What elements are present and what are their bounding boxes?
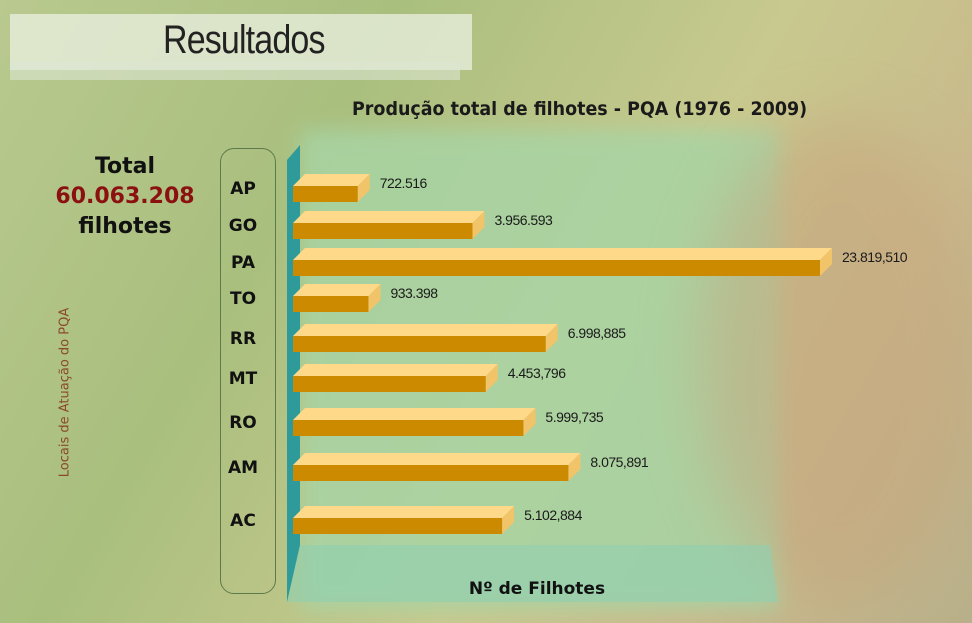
bar-top-TO — [293, 284, 381, 296]
value-label-AP: 722.516 — [380, 175, 428, 191]
value-label-GO: 3.956.593 — [494, 212, 552, 228]
value-label-RR: 6.998,885 — [568, 325, 626, 341]
x-axis-label: Nº de Filhotes — [469, 579, 605, 599]
value-label-PA: 23.819,510 — [842, 249, 908, 265]
bar-AM — [293, 465, 569, 481]
total-value: 60.063.208 — [55, 184, 195, 209]
bar-side-MT — [485, 364, 498, 392]
category-label-AC: AC — [230, 511, 256, 531]
title-banner-strip — [10, 62, 460, 80]
bar-MT — [293, 376, 486, 392]
bar-top-MT — [293, 364, 498, 376]
value-label-TO: 933.398 — [390, 285, 438, 301]
total-unit: filhotes — [78, 214, 172, 239]
category-label-PA: PA — [231, 253, 256, 273]
bar-RO — [293, 420, 524, 436]
bar-side-AM — [568, 453, 581, 481]
title-banner — [10, 14, 472, 70]
bar-side-AP — [357, 174, 370, 202]
bar-PA — [293, 260, 820, 276]
category-label-AM: AM — [228, 458, 258, 478]
bar-side-RR — [545, 324, 558, 352]
value-label-AM: 8.075,891 — [590, 454, 648, 470]
category-label-GO: GO — [229, 216, 257, 236]
total-summary: Total 60.063.208 filhotes — [40, 152, 210, 242]
bar-TO — [293, 296, 369, 312]
bar-AP — [293, 186, 358, 202]
category-bracket — [220, 148, 276, 594]
bar-top-RO — [293, 408, 536, 420]
category-label-RR: RR — [230, 329, 256, 349]
bar-side-TO — [368, 284, 381, 312]
chart-title: Produção total de filhotes - PQA (1976 -… — [352, 98, 808, 120]
bar-side-GO — [472, 211, 485, 239]
background-map — [700, 120, 972, 600]
floor-panel — [287, 545, 778, 602]
bar-top-GO — [293, 211, 485, 223]
bar-side-PA — [820, 248, 832, 276]
category-label-MT: MT — [229, 369, 258, 389]
bar-side-RO — [523, 408, 536, 436]
bar-top-RR — [293, 324, 558, 336]
bar-top-AM — [293, 453, 581, 465]
total-label: Total — [94, 154, 156, 179]
bar-AC — [293, 518, 503, 534]
bar-top-AP — [293, 174, 370, 186]
bar-RR — [293, 336, 546, 352]
category-label-AP: AP — [230, 179, 256, 199]
bar-top-PA — [293, 248, 832, 260]
value-label-MT: 4.453,796 — [508, 365, 566, 381]
page-title: Resultados — [163, 18, 325, 62]
bar-side-AC — [502, 506, 515, 534]
value-label-RO: 5.999,735 — [545, 409, 603, 425]
category-label-TO: TO — [230, 289, 256, 309]
value-label-AC: 5.102,884 — [524, 507, 582, 523]
bar-top-AC — [293, 506, 515, 518]
category-label-RO: RO — [229, 413, 257, 433]
bar-GO — [293, 223, 473, 239]
